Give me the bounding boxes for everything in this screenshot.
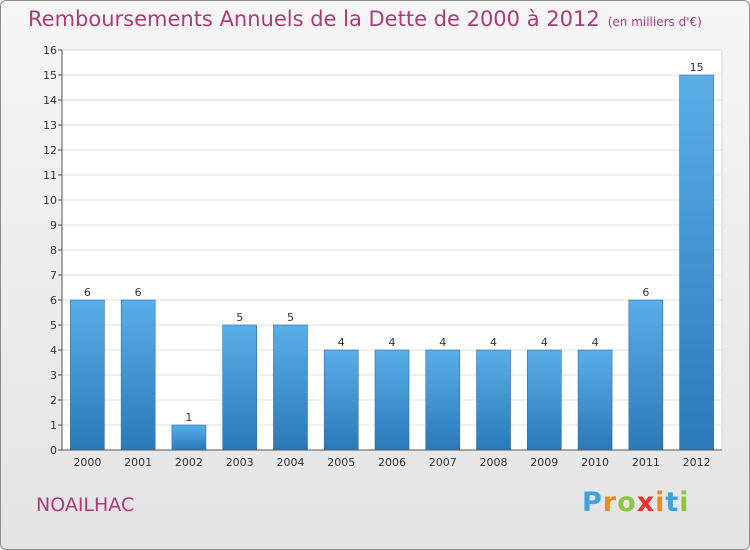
value-label-2001: 6 bbox=[135, 286, 142, 299]
bar-2010[interactable] bbox=[577, 349, 613, 451]
bar-2003[interactable] bbox=[222, 324, 257, 451]
y-tick-label: 9 bbox=[50, 219, 57, 232]
value-label-2003: 5 bbox=[236, 311, 243, 324]
x-tick-label-2004: 2004 bbox=[276, 456, 304, 469]
value-label-2011: 6 bbox=[642, 286, 649, 299]
logo-letter: i bbox=[655, 487, 666, 518]
bar-2011[interactable] bbox=[628, 299, 664, 451]
bar-2004[interactable] bbox=[273, 324, 308, 451]
value-label-2005: 4 bbox=[338, 336, 345, 349]
proxiti-logo[interactable]: Proxiti bbox=[582, 487, 690, 518]
y-tick-label: 13 bbox=[43, 119, 57, 132]
y-tick-label: 10 bbox=[43, 194, 57, 207]
x-tick-label-2000: 2000 bbox=[73, 456, 101, 469]
bar-2000[interactable] bbox=[70, 299, 105, 451]
y-tick-label: 14 bbox=[43, 94, 57, 107]
y-tick-label: 2 bbox=[50, 394, 57, 407]
y-tick-label: 0 bbox=[50, 444, 57, 457]
logo-letter: x bbox=[636, 487, 656, 518]
value-label-2008: 4 bbox=[490, 336, 497, 349]
y-tick-label: 6 bbox=[50, 294, 57, 307]
value-label-2002: 1 bbox=[185, 411, 192, 424]
x-tick-label-2011: 2011 bbox=[632, 456, 660, 469]
logo-letter: P bbox=[582, 487, 603, 518]
logo-letter: i bbox=[679, 487, 690, 518]
x-tick-label-2007: 2007 bbox=[429, 456, 457, 469]
logo-letter: t bbox=[665, 487, 680, 518]
y-tick-label: 7 bbox=[50, 269, 57, 282]
x-tick-label-2008: 2008 bbox=[480, 456, 508, 469]
value-label-2009: 4 bbox=[541, 336, 548, 349]
y-tick-label: 8 bbox=[50, 244, 57, 257]
x-tick-label-2012: 2012 bbox=[683, 456, 711, 469]
value-label-2000: 6 bbox=[84, 286, 91, 299]
logo-letter: o bbox=[617, 487, 637, 518]
bar-2005[interactable] bbox=[323, 349, 359, 451]
y-tick-label: 5 bbox=[50, 319, 57, 332]
bar-2006[interactable] bbox=[374, 349, 410, 451]
x-axis: 2000 2001 2002 2003 2004 2005 2006 2007 2008 2009… bbox=[62, 449, 722, 469]
y-tick-label: 4 bbox=[50, 344, 57, 357]
bar-2012[interactable] bbox=[679, 74, 714, 451]
bar-2008[interactable] bbox=[476, 349, 511, 451]
value-label-2006: 4 bbox=[389, 336, 396, 349]
x-tick-label-2005: 2005 bbox=[327, 456, 355, 469]
x-tick-label-2006: 2006 bbox=[378, 456, 406, 469]
x-tick-label-2009: 2009 bbox=[530, 456, 558, 469]
bar-2001[interactable] bbox=[120, 299, 156, 451]
y-tick-label: 16 bbox=[43, 44, 57, 57]
bar-2007[interactable] bbox=[425, 349, 461, 451]
town-name: NOAILHAC bbox=[36, 494, 135, 516]
x-tick-label-2001: 2001 bbox=[124, 456, 152, 469]
value-label-2012: 15 bbox=[690, 61, 704, 74]
chart-unit: (en milliers d'€) bbox=[607, 15, 702, 29]
y-tick-label: 12 bbox=[43, 144, 57, 157]
value-label-2010: 4 bbox=[592, 336, 599, 349]
chart-title-text: Remboursements Annuels de la Dette de 20… bbox=[28, 7, 600, 31]
y-tick-label: 11 bbox=[43, 169, 57, 182]
y-tick-label: 15 bbox=[43, 69, 57, 82]
x-tick-label-2002: 2002 bbox=[175, 456, 203, 469]
y-tick-label: 3 bbox=[50, 369, 57, 382]
logo-letter: r bbox=[602, 487, 618, 518]
value-label-2004: 5 bbox=[287, 311, 294, 324]
chart-title: Remboursements Annuels de la Dette de 20… bbox=[28, 7, 702, 31]
y-tick-label: 1 bbox=[50, 419, 57, 432]
x-tick-label-2003: 2003 bbox=[226, 456, 254, 469]
value-label-2007: 4 bbox=[439, 336, 446, 349]
bar-2009[interactable] bbox=[527, 349, 562, 451]
x-tick-label-2010: 2010 bbox=[581, 456, 609, 469]
bar-2002[interactable] bbox=[171, 424, 207, 451]
